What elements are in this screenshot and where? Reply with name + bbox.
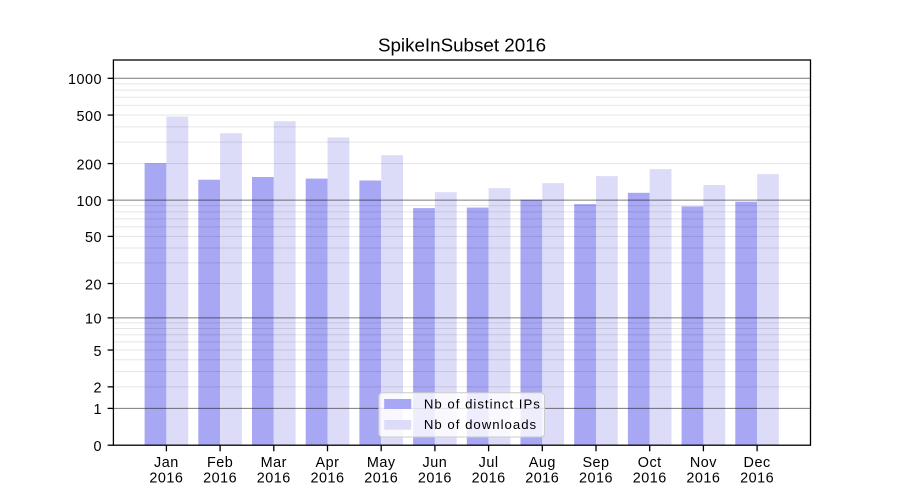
svg-text:2016: 2016 — [633, 470, 667, 486]
svg-text:5: 5 — [93, 344, 102, 360]
svg-text:2016: 2016 — [686, 470, 720, 486]
svg-text:Apr: Apr — [316, 455, 340, 471]
svg-text:Nov: Nov — [690, 455, 717, 471]
svg-text:SpikeInSubset 2016: SpikeInSubset 2016 — [378, 35, 546, 56]
svg-text:Feb: Feb — [207, 455, 233, 471]
svg-text:Mar: Mar — [261, 455, 287, 471]
svg-text:20: 20 — [85, 277, 102, 293]
svg-text:1000: 1000 — [68, 72, 102, 88]
svg-text:Jan: Jan — [154, 455, 179, 471]
svg-text:Dec: Dec — [744, 455, 771, 471]
svg-text:50: 50 — [85, 230, 102, 246]
svg-text:10: 10 — [85, 312, 102, 328]
svg-text:Nb of downloads: Nb of downloads — [424, 417, 537, 432]
svg-text:2: 2 — [93, 381, 102, 397]
svg-text:Nb of distinct IPs: Nb of distinct IPs — [424, 396, 541, 411]
svg-text:2016: 2016 — [740, 470, 774, 486]
svg-text:Jun: Jun — [423, 455, 448, 471]
svg-text:2016: 2016 — [310, 470, 344, 486]
svg-text:2016: 2016 — [257, 470, 291, 486]
svg-text:2016: 2016 — [525, 470, 559, 486]
svg-text:Aug: Aug — [529, 455, 556, 471]
svg-text:2016: 2016 — [364, 470, 398, 486]
svg-text:200: 200 — [76, 157, 102, 173]
svg-text:Jul: Jul — [479, 455, 499, 471]
svg-text:May: May — [367, 455, 396, 471]
svg-text:Oct: Oct — [638, 455, 662, 471]
svg-text:2016: 2016 — [149, 470, 183, 486]
svg-text:2016: 2016 — [579, 470, 613, 486]
svg-text:2016: 2016 — [472, 470, 506, 486]
svg-text:2016: 2016 — [418, 470, 452, 486]
svg-text:2016: 2016 — [203, 470, 237, 486]
svg-text:1: 1 — [93, 402, 102, 418]
svg-text:Sep: Sep — [582, 455, 609, 471]
svg-text:0: 0 — [93, 439, 102, 455]
svg-text:100: 100 — [76, 194, 102, 210]
svg-text:500: 500 — [76, 109, 102, 125]
